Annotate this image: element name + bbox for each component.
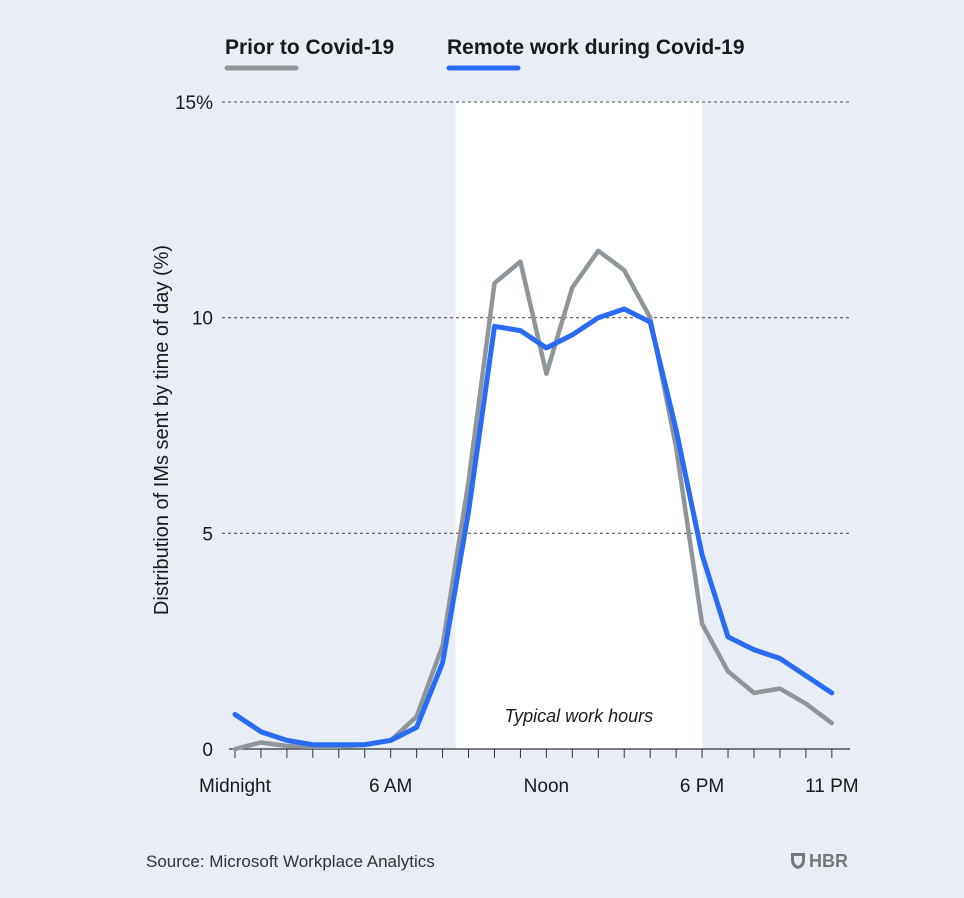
- legend-label-remote: Remote work during Covid-19: [447, 36, 745, 59]
- work-hours-band: [455, 102, 703, 749]
- x-tick-label: 6 AM: [369, 776, 412, 797]
- x-tick-label: Noon: [524, 776, 569, 797]
- y-tick-label: 5: [202, 524, 213, 545]
- source-note: Source: Microsoft Workplace Analytics: [146, 852, 435, 871]
- hbr-logo: HBR: [791, 851, 848, 871]
- grid-lines: [222, 101, 850, 534]
- series-lines: [232, 248, 835, 752]
- series-line-remote: [232, 306, 835, 748]
- x-tick-label: Midnight: [199, 776, 272, 797]
- legend: Prior to Covid-19 Remote work during Cov…: [224, 36, 745, 71]
- y-tick-label: 0: [202, 740, 213, 761]
- x-axis-ticks: Midnight 6 AM Noon 6 PM 11 PM: [199, 749, 859, 797]
- shield-icon: [791, 853, 805, 869]
- y-tick-label: 15%: [175, 93, 213, 114]
- x-tick-label: 11 PM: [805, 776, 859, 797]
- legend-label-prior: Prior to Covid-19: [225, 36, 394, 59]
- y-axis-title: Distribution of IMs sent by time of day …: [151, 245, 173, 615]
- work-hours-annotation: Typical work hours: [504, 706, 653, 726]
- y-axis-ticks: 0 5 10 15%: [175, 93, 213, 761]
- x-tick-label: 6 PM: [680, 776, 724, 797]
- brand-name: HBR: [809, 851, 848, 871]
- y-tick-label: 10: [192, 309, 213, 330]
